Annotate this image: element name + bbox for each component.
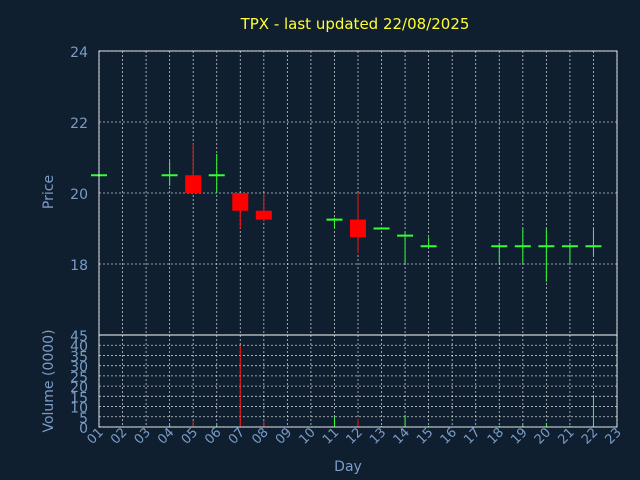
x-tick-label: 06	[202, 425, 224, 447]
volume-tick-label: 20	[70, 380, 88, 396]
volume-tick-label: 15	[70, 390, 88, 406]
price-grid	[98, 50, 618, 335]
candle-body	[185, 175, 202, 193]
x-tick-label: 21	[555, 425, 577, 447]
x-tick-label: 02	[108, 425, 130, 447]
volume-tick-label: 35	[70, 349, 88, 365]
volume-tick-label: 5	[79, 411, 88, 427]
x-tick-label: 11	[320, 425, 342, 447]
volume-tick-label: 45	[70, 329, 88, 345]
x-axis-label: Day	[334, 459, 362, 475]
volume-plot-frame	[98, 334, 618, 428]
candle-body	[255, 210, 272, 220]
x-tick-label: 09	[273, 425, 295, 447]
x-tick-label: 08	[249, 425, 271, 447]
price-tick-label: 18	[70, 258, 88, 274]
volume-tick-label: 25	[70, 370, 88, 386]
x-tick-label: 17	[461, 425, 483, 447]
x-tick-label: 03	[132, 425, 154, 447]
x-tick-label: 12	[344, 425, 366, 447]
x-tick-label: 05	[179, 425, 201, 447]
price-tick-label: 24	[70, 45, 88, 61]
volume-grid	[98, 334, 618, 428]
x-tick-label: 13	[367, 425, 389, 447]
candle-body	[350, 219, 366, 238]
volume-tick-label: 10	[70, 401, 88, 417]
x-tick-label: 23	[603, 425, 625, 447]
volume-tick-label: 30	[70, 360, 88, 376]
price-tick-label: 20	[70, 187, 88, 203]
x-tick-label: 04	[155, 425, 177, 447]
price-axis-label: Price	[41, 175, 57, 209]
volume-tick-label: 40	[70, 339, 88, 355]
price-tick-label: 22	[70, 116, 88, 132]
price-tick-labels: 18 20 22 24	[70, 45, 88, 274]
volume-axis-label: Volume (0000)	[41, 329, 57, 432]
x-tick-label: 15	[414, 425, 436, 447]
x-tick-label: 22	[579, 425, 601, 447]
x-tick-label: 07	[226, 425, 248, 447]
x-tick-labels: 01 02 03 04 05 06 07 08 09 10 11 12 13 14 15 16 17 18 19 20…	[85, 425, 625, 447]
volume-tick-label: 0	[79, 421, 88, 437]
candle-body	[232, 193, 249, 211]
volume-bars	[98, 345, 594, 427]
x-tick-label: 16	[438, 425, 460, 447]
candles	[91, 143, 602, 282]
chart-title: TPX - last updated 22/08/2025	[240, 15, 470, 33]
x-tick-label: 14	[391, 425, 413, 447]
x-tick-label: 20	[532, 425, 554, 447]
x-tick-label: 19	[508, 425, 530, 447]
x-tick-label: 10	[296, 425, 318, 447]
x-tick-label: 18	[485, 425, 507, 447]
